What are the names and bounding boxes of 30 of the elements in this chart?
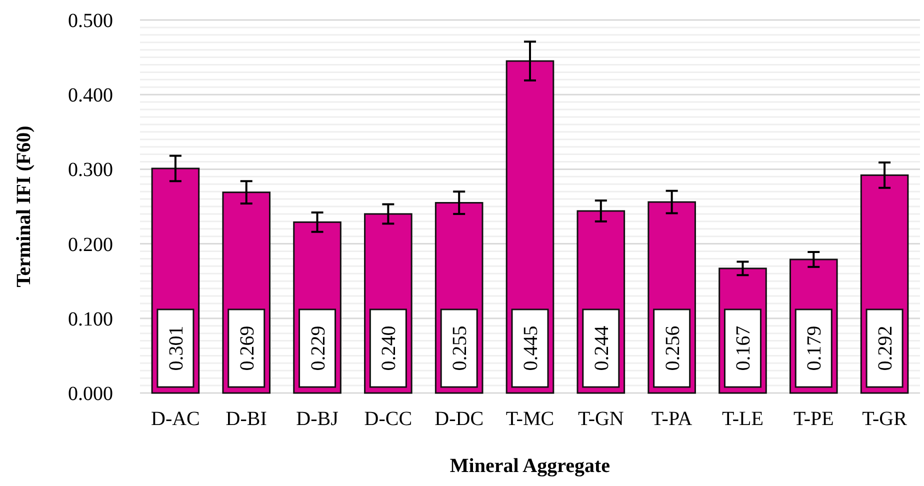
x-tick-label: D-AC	[151, 408, 200, 430]
x-tick-label: T-GR	[862, 408, 908, 430]
y-tick-label: 0.200	[68, 234, 113, 256]
data-label: 0.167	[732, 326, 755, 371]
data-label: 0.229	[307, 326, 330, 371]
x-axis-title: Mineral Aggregate	[450, 455, 610, 477]
y-tick-label: 0.400	[68, 84, 113, 107]
y-tick-label: 0.000	[68, 383, 113, 405]
data-label: 0.240	[378, 326, 400, 371]
x-tick-label: D-BI	[226, 408, 267, 430]
data-label: 0.445	[520, 326, 542, 371]
data-label: 0.179	[804, 326, 826, 371]
y-tick-label: 0.100	[68, 308, 113, 330]
data-label: 0.269	[236, 326, 258, 371]
data-label: 0.292	[874, 326, 897, 371]
y-tick-label: 0.500	[68, 10, 113, 32]
x-tick-label: T-PA	[651, 408, 693, 430]
x-tick-label: D-CC	[364, 408, 412, 430]
x-tick-label: D-BJ	[296, 408, 339, 430]
data-label: 0.244	[590, 326, 613, 371]
x-tick-label: T-LE	[722, 408, 764, 430]
y-tick-label: 0.300	[68, 159, 113, 182]
data-label: 0.256	[662, 326, 684, 371]
x-tick-label: T-PE	[793, 408, 834, 430]
x-tick-label: D-DC	[434, 408, 484, 430]
data-label: 0.255	[449, 326, 472, 371]
y-axis-title: Terminal IFI (F60)	[13, 126, 35, 288]
data-label: 0.301	[165, 326, 188, 371]
x-tick-label: T-MC	[506, 408, 554, 430]
x-tick-label: T-GN	[578, 408, 624, 430]
